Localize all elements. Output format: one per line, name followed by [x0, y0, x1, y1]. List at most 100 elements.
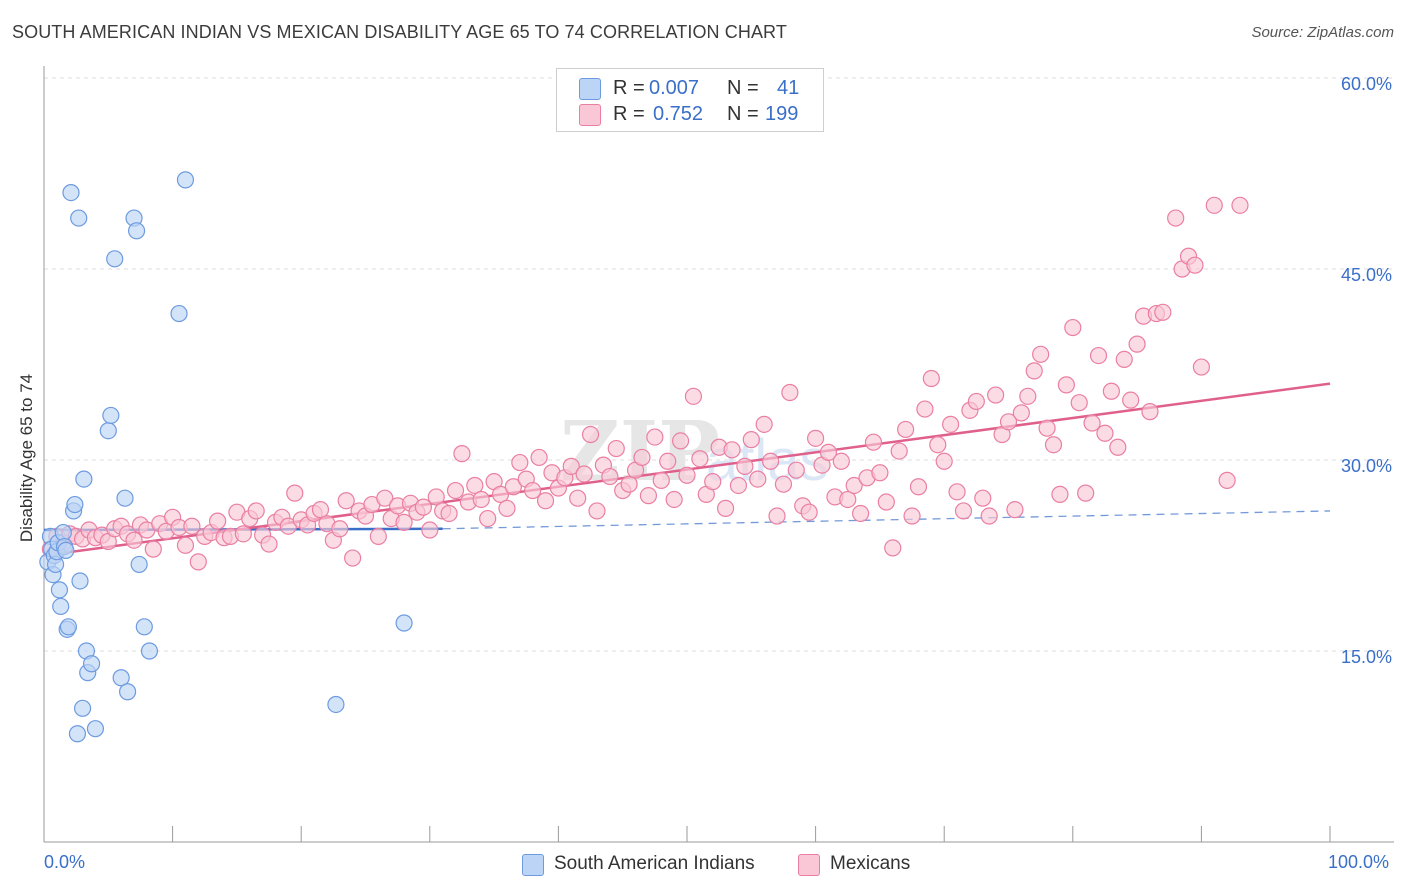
south-american-indians-point	[127, 222, 146, 240]
mexicans-point	[1192, 358, 1211, 376]
mexicans-point	[633, 448, 651, 467]
south-american-indians-point	[57, 541, 75, 560]
y-axis-label: Disability Age 65 to 74	[17, 373, 36, 543]
mexicans-point	[749, 470, 767, 488]
mexicans-point	[1025, 362, 1043, 380]
mexicans-point	[935, 452, 953, 470]
mexicans-point	[125, 531, 143, 549]
mexicans-point	[575, 465, 593, 483]
south-american-indians-point	[50, 581, 69, 599]
south-american-indians-point	[68, 725, 87, 743]
mexicans-point	[453, 445, 471, 463]
mexicans-point	[659, 452, 677, 470]
mexicans-point	[890, 442, 908, 460]
mexicans-point	[691, 450, 709, 468]
south-american-indians-point	[86, 720, 105, 738]
mexicans-point	[189, 553, 207, 571]
mexicans-point	[942, 415, 960, 433]
south-american-indians-point	[99, 422, 117, 440]
source-text: Source: ZipAtlas.com	[1251, 24, 1394, 41]
mexicans-point	[1083, 414, 1101, 432]
mexicans-point	[877, 493, 895, 511]
south-american-indians-point	[59, 618, 78, 636]
mexicans-point	[1006, 501, 1024, 519]
south-american-indians-point	[327, 695, 345, 714]
mexicans-point	[247, 502, 265, 520]
south-american-indians-point	[62, 184, 80, 202]
mexicans-point	[987, 386, 1005, 404]
mexicans-point	[646, 428, 664, 446]
mexicans-point	[1096, 424, 1114, 442]
mexicans-point	[1064, 318, 1082, 337]
mexicans-point	[755, 415, 773, 433]
chart-title: SOUTH AMERICAN INDIAN VS MEXICAN DISABIL…	[12, 22, 787, 42]
mexicans-point	[897, 420, 915, 439]
south-american-indians-point	[170, 304, 188, 323]
mexicans-point	[671, 432, 690, 450]
mexicans-point	[562, 457, 580, 475]
mexicans-point	[607, 439, 625, 458]
y-tick-labels: 15.0% 30.0% 45.0% 60.0%	[1341, 74, 1392, 667]
mexicans-point	[774, 475, 793, 493]
mexicans-point	[665, 490, 683, 509]
mexicans-point	[1154, 303, 1172, 321]
mexicans-point	[466, 476, 484, 495]
mexicans-point	[652, 471, 670, 489]
mexicans-point	[845, 476, 863, 495]
mexicans-point	[446, 481, 465, 500]
y-tick-label: 15.0%	[1341, 647, 1392, 667]
mexicans-point	[1122, 391, 1140, 409]
mexicans-point	[781, 383, 799, 402]
legend-label: Mexicans	[830, 853, 911, 874]
mexicans-point	[999, 413, 1018, 431]
mexicans-point	[980, 507, 998, 525]
axes	[43, 66, 1394, 843]
mexicans-point	[678, 466, 696, 484]
mexicans-point	[922, 369, 940, 388]
mexicans-point	[723, 441, 741, 459]
south-american-indians-point	[135, 618, 153, 636]
mexicans-point	[929, 436, 947, 454]
mexicans-point	[536, 492, 555, 510]
x-tick-label-min: 0.0%	[44, 852, 86, 872]
south-american-indians-point	[130, 555, 148, 574]
mexicans-point	[832, 452, 850, 470]
mexicans-point	[884, 539, 902, 557]
legend-r-value: 0.007	[649, 77, 700, 99]
mexicans-point	[967, 392, 985, 411]
mexicans-point	[1167, 209, 1185, 227]
mexicans-point	[806, 429, 825, 447]
legend-n-label: N =	[727, 103, 759, 125]
south-american-indians-point	[73, 699, 92, 717]
mexicans-point	[234, 525, 252, 543]
south-american-indians-point	[106, 250, 124, 268]
south-american-indians-points	[39, 171, 413, 743]
mexicans-point	[620, 475, 638, 493]
grid-lines	[44, 77, 1394, 652]
mexicans-point	[1141, 403, 1159, 421]
mexicans-point	[331, 520, 349, 538]
south-american-indians-point	[82, 655, 101, 673]
mexicans-point	[1205, 196, 1223, 214]
mexicans-point	[176, 536, 195, 554]
legend-n-value: 41	[777, 77, 800, 99]
mexicans-point	[736, 457, 754, 475]
mexicans-point	[286, 484, 304, 502]
legend-r-label: R =	[613, 77, 645, 99]
mexicans-point	[639, 487, 658, 505]
mexicans-point	[569, 489, 587, 507]
mexicans-point	[1128, 335, 1146, 353]
mexicans-point	[581, 425, 600, 444]
mexicans-point	[1057, 376, 1075, 394]
south-american-indians-point	[118, 683, 137, 701]
mexicans-point	[183, 517, 201, 535]
legend-r-label: R =	[613, 103, 645, 125]
mexicans-point	[1012, 404, 1030, 422]
mexicans-point	[427, 488, 445, 506]
legend-n-value: 199	[765, 103, 799, 125]
mexicans-point	[1051, 485, 1069, 503]
x-tick-label-max: 100.0%	[1328, 852, 1390, 872]
mexicans-point	[1115, 350, 1133, 369]
mexicans-point	[421, 521, 439, 539]
mexicans-point	[1032, 345, 1050, 363]
